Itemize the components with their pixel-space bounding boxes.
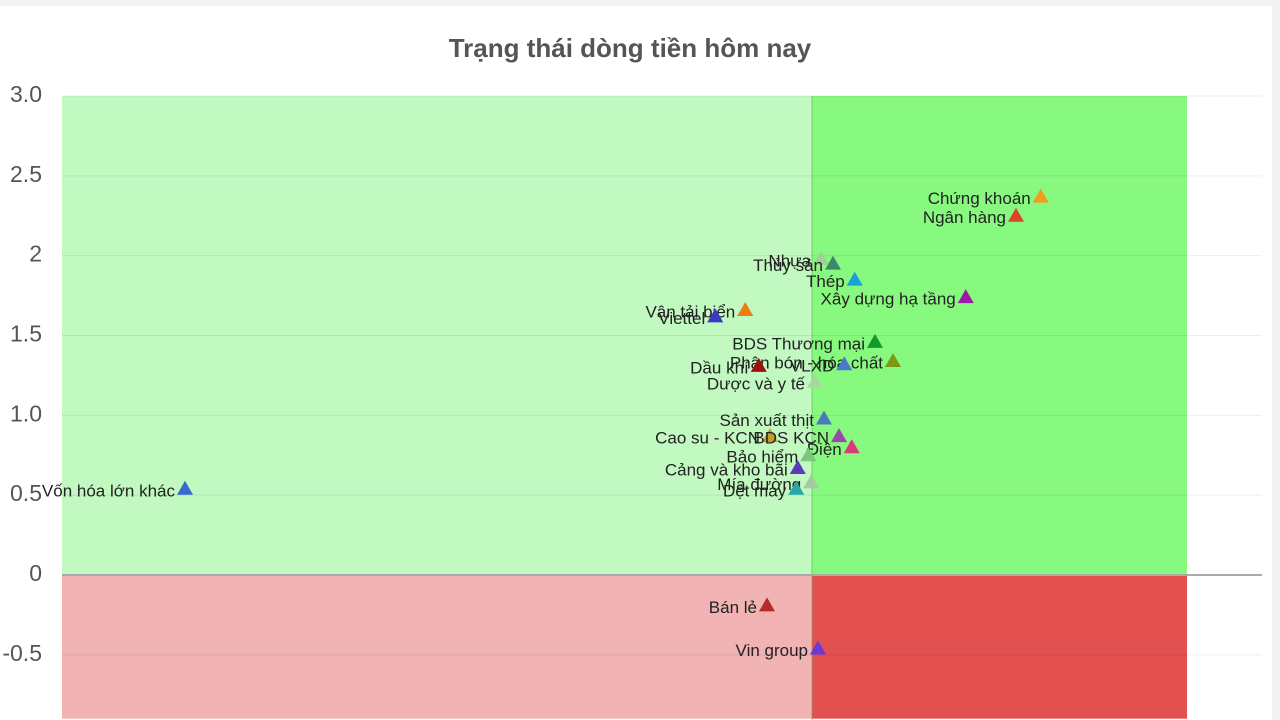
point-label: Cao su - KCN (655, 429, 760, 448)
point (789, 460, 806, 475)
point (1032, 188, 1049, 203)
point (177, 480, 193, 495)
point (803, 474, 820, 489)
point-label: Vin group (736, 641, 808, 660)
point (885, 353, 901, 368)
point-label: Thép (806, 272, 845, 291)
point-label: Nhựa (768, 251, 811, 270)
point-label: BDS Thương mại (732, 334, 865, 353)
point-label: Bảo hiểm (726, 448, 798, 467)
point-label: Dệt may (723, 481, 787, 500)
point-label: Sản xuất thịt (719, 411, 814, 430)
point (816, 410, 832, 425)
point (867, 333, 883, 348)
point-label: Ngân hàng (923, 208, 1006, 227)
y-tick-label: 1.5 (10, 321, 42, 347)
point-label: Điện (807, 440, 842, 459)
point (846, 271, 863, 286)
point-label: Vốn hóa lớn khác (42, 481, 176, 500)
point (788, 480, 805, 495)
point (957, 289, 974, 304)
y-tick-label: 3.0 (10, 81, 42, 107)
region (62, 96, 812, 575)
point-label: Chứng khoán (928, 189, 1031, 208)
chart-title: Trạng thái dòng tiền hôm nay (449, 33, 812, 63)
point (750, 357, 767, 372)
y-tick-label: 1.0 (10, 400, 42, 426)
point (836, 356, 853, 371)
point (813, 250, 829, 265)
y-tick-label: 2.5 (10, 161, 42, 187)
y-tick-label: 0 (29, 560, 42, 586)
point (810, 640, 826, 655)
point (707, 308, 724, 323)
point (800, 447, 817, 462)
point-label: VLXD (790, 357, 834, 376)
point-label: Cảng và kho bãi (665, 461, 788, 480)
point (737, 301, 754, 316)
point-label: Bán lẻ (709, 598, 757, 617)
point-label: BDS KCN (753, 429, 829, 448)
point-label: Xây dựng hạ tầng (821, 290, 956, 309)
region (812, 575, 1187, 719)
y-tick-label: 2 (29, 241, 42, 267)
region (62, 575, 812, 719)
point (831, 428, 847, 443)
y-tick-label: -0.5 (2, 640, 42, 666)
point (762, 428, 778, 443)
point (1008, 207, 1024, 222)
point-label: Dầu khí (690, 358, 749, 377)
point-label: Mía đường (717, 475, 801, 494)
point-label: Viettel (658, 309, 705, 328)
point (825, 255, 841, 270)
point (843, 439, 860, 454)
point-label: Dược và y tế (707, 374, 806, 393)
point-label: Thủy sản (753, 256, 823, 275)
point (807, 373, 823, 388)
point (759, 597, 775, 612)
y-tick-label: 0.5 (10, 480, 42, 506)
